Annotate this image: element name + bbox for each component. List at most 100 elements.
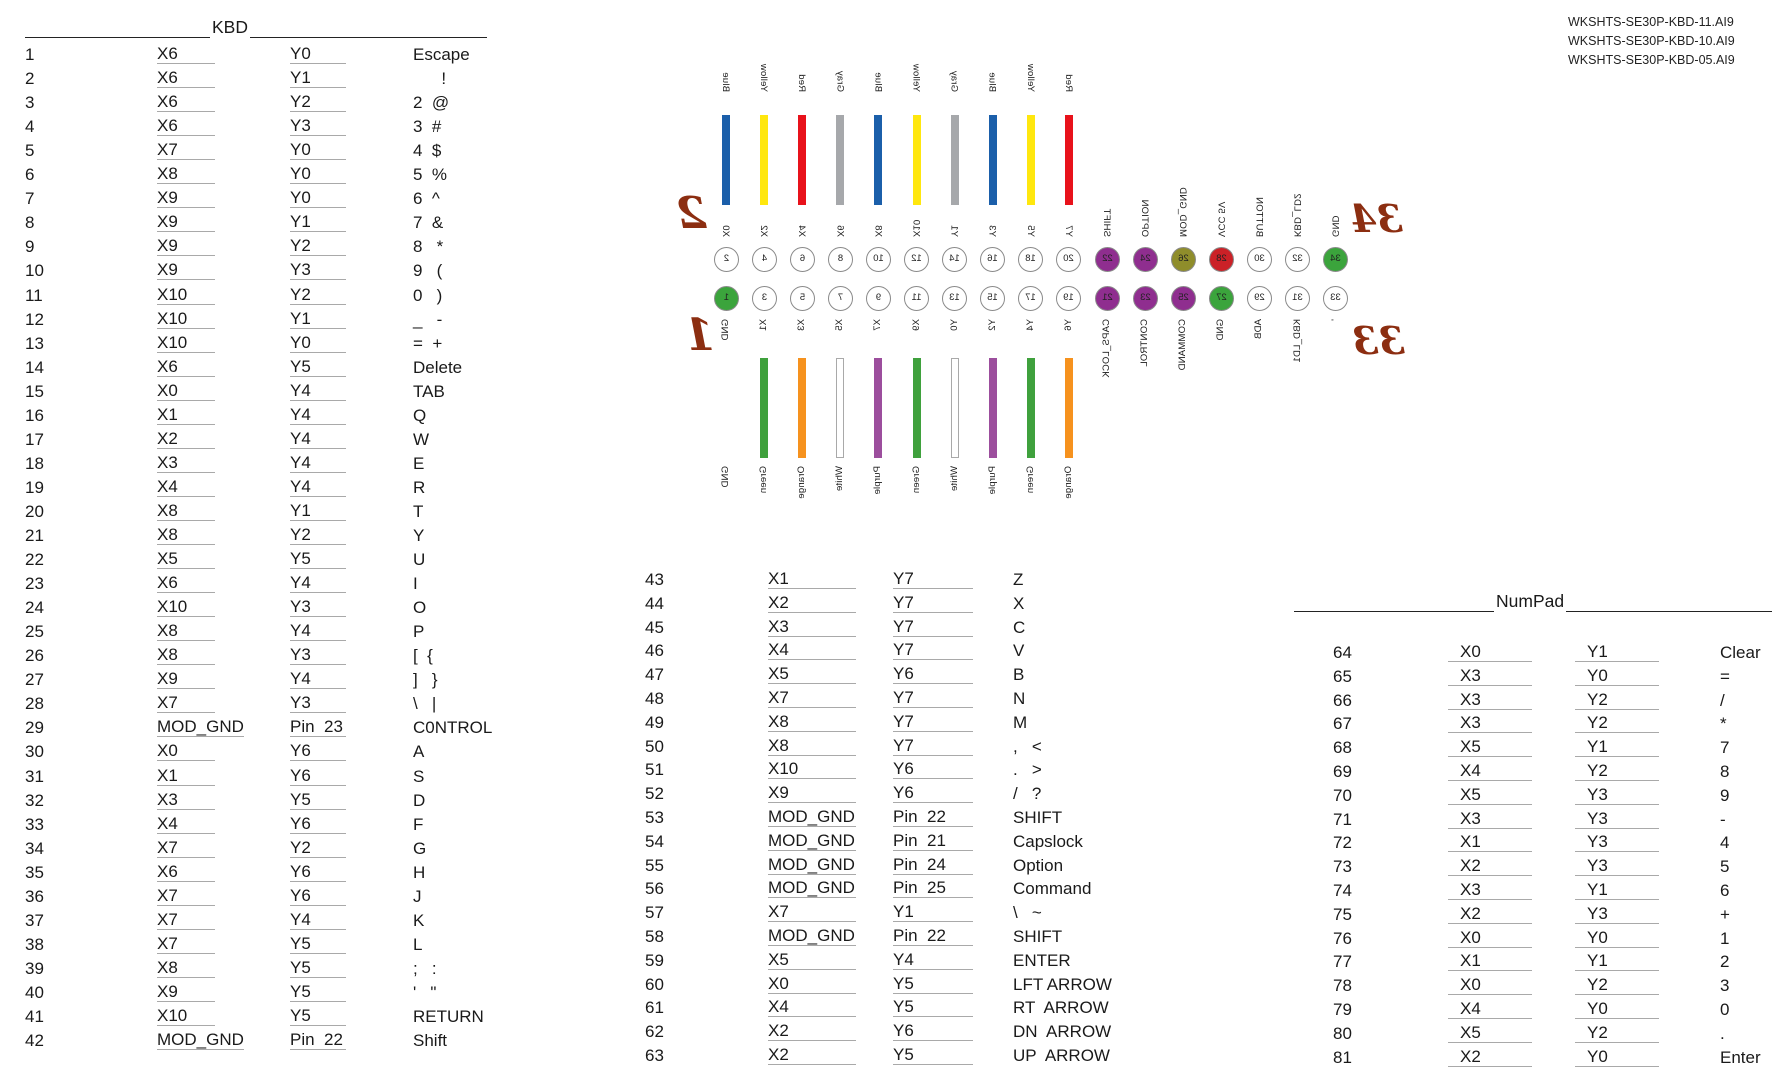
key-legend-cell: 9 (: [413, 261, 443, 280]
y-signal-cell: Y2: [290, 91, 346, 112]
row-number: 23: [25, 574, 44, 593]
row-number: 59: [645, 951, 664, 970]
pin-function-label: X1: [758, 319, 770, 332]
pin-number: 32: [1292, 253, 1303, 264]
pin-function-label: GND: [1215, 319, 1227, 341]
y-signal-cell: Y6: [290, 813, 346, 834]
kbd-title-text: KBD: [212, 17, 248, 37]
key-legend-cell: !: [413, 69, 447, 88]
x-signal-cell: X2: [157, 428, 215, 449]
table-row: 31 X1 Y6 S: [0, 765, 1791, 789]
key-legend-cell: I: [413, 574, 418, 593]
pin-number: 26: [1177, 253, 1189, 264]
key-legend-cell: 5: [1720, 857, 1730, 876]
row-number: 36: [25, 887, 44, 906]
wire-color-label: Green: [1024, 466, 1036, 494]
y-signal-cell: Y5: [893, 1044, 973, 1065]
y-signal-cell: Y1: [290, 500, 346, 521]
x-signal-cell: X7: [157, 909, 215, 930]
wire-color-label: Purple: [986, 466, 998, 495]
table-row: 54 MOD_GND Pin 21 Capslock: [0, 830, 1791, 854]
x-signal-cell: X7: [157, 837, 215, 858]
y-signal-cell: Y5: [290, 548, 346, 569]
x-signal-cell: X6: [157, 115, 215, 136]
table-row: 56 MOD_GND Pin 25 Command: [0, 877, 1791, 901]
key-legend-cell: H: [413, 863, 426, 882]
x-signal-cell: MOD_GND: [768, 926, 856, 946]
row-number: 48: [645, 689, 664, 708]
x-signal-cell: X9: [157, 235, 215, 256]
y-signal-cell: Y1: [893, 901, 973, 922]
table-row: 61 X4 Y5 RT ARROW: [0, 996, 1791, 1020]
y-signal-cell: Y3: [290, 596, 346, 617]
x-signal-cell: X0: [768, 973, 856, 994]
pin-number: 34: [1330, 253, 1341, 264]
pin-function-label: BUTTON: [1253, 196, 1265, 237]
table-row: 13 X10 Y0 = +: [0, 332, 1791, 356]
table-row: 11 X10 Y2 0 ): [0, 284, 1791, 308]
row-number: 28: [25, 694, 44, 713]
row-number: 6: [25, 165, 35, 184]
x-signal-cell: X3: [1448, 665, 1532, 686]
y-signal-cell: Y0: [290, 332, 346, 353]
wire-color-label: Yellow: [758, 63, 770, 92]
pin-circle: 20: [1056, 247, 1082, 272]
x-signal-cell: X10: [157, 284, 215, 305]
row-number: 56: [645, 879, 664, 898]
y-signal-cell: Y7: [893, 592, 973, 613]
wire-color-label: Gray: [948, 70, 960, 92]
y-signal-cell: Y2: [290, 235, 346, 256]
y-signal-cell: Y0: [1575, 665, 1659, 686]
table-row: 42 MOD_GND Pin 22 Shift: [0, 1029, 1791, 1053]
table-row: 34 X7 Y2 G: [0, 837, 1791, 861]
x-signal-cell: X7: [157, 692, 215, 713]
pin-number: 7: [837, 292, 843, 303]
y-signal-cell: Y2: [1575, 974, 1659, 995]
y-signal-cell: Y4: [290, 476, 346, 497]
table-row: 7 X9 Y0 6 ^: [0, 187, 1791, 211]
numpad-title-text: NumPad: [1496, 591, 1565, 611]
x-signal-cell: X7: [157, 139, 215, 160]
pin-number: 4: [761, 253, 767, 264]
key-legend-cell: *: [1720, 714, 1727, 733]
key-legend-cell: U: [413, 550, 426, 569]
row-number: 62: [645, 1022, 664, 1041]
wire-color-label: Blue: [872, 72, 884, 92]
row-number: 30: [25, 742, 44, 761]
key-legend-cell: M: [1013, 713, 1028, 732]
x-signal-cell: X7: [157, 885, 215, 906]
y-signal-cell: Y7: [893, 639, 973, 660]
y-signal-cell: Y4: [290, 620, 346, 641]
pin-circle: 7: [827, 286, 853, 311]
pin-circle: 4: [751, 247, 777, 272]
pin-number: 29: [1254, 292, 1265, 303]
table-row: 25 X8 Y4 P: [0, 620, 1791, 644]
table-row: 71 X3 Y3 -: [0, 808, 1791, 832]
pin-circle: 34: [1323, 247, 1349, 272]
y-signal-cell: Y2: [290, 524, 346, 545]
x-signal-cell: X8: [157, 163, 215, 184]
pin-function-label: Y4: [1024, 319, 1036, 332]
y-signal-cell: Y6: [893, 782, 973, 803]
table-row: 53 MOD_GND Pin 22 SHIFT: [0, 806, 1791, 830]
table-row: 50 X8 Y7 , <: [0, 735, 1791, 759]
y-signal-cell: Y0: [1575, 998, 1659, 1019]
row-number: 69: [1333, 762, 1352, 781]
row-number: 11: [25, 286, 43, 305]
pin-number: 6: [799, 253, 805, 264]
row-number: 42: [25, 1031, 44, 1050]
wire-color-label: Yellow: [910, 63, 922, 92]
row-number: 71: [1333, 810, 1352, 829]
sheet-note: WKSHTS-SE30P-KBD-11.AI9: [1568, 15, 1734, 29]
table-row: 64 X0 Y1 Clear: [0, 641, 1791, 665]
row-number: 10: [25, 261, 44, 280]
x-signal-cell: X5: [1448, 736, 1532, 757]
pin-number: 9: [875, 292, 882, 303]
table-row: 10 X9 Y3 9 (: [0, 259, 1791, 283]
row-number: 33: [25, 815, 44, 834]
pin-signal-label: X8: [872, 224, 884, 237]
pin-function-label: Y2: [986, 319, 998, 332]
sheet-notes: WKSHTS-SE30P-KBD-11.AI9 WKSHTS-SE30P-KBD…: [1568, 13, 1735, 70]
pin-function-label: X3: [796, 319, 808, 332]
